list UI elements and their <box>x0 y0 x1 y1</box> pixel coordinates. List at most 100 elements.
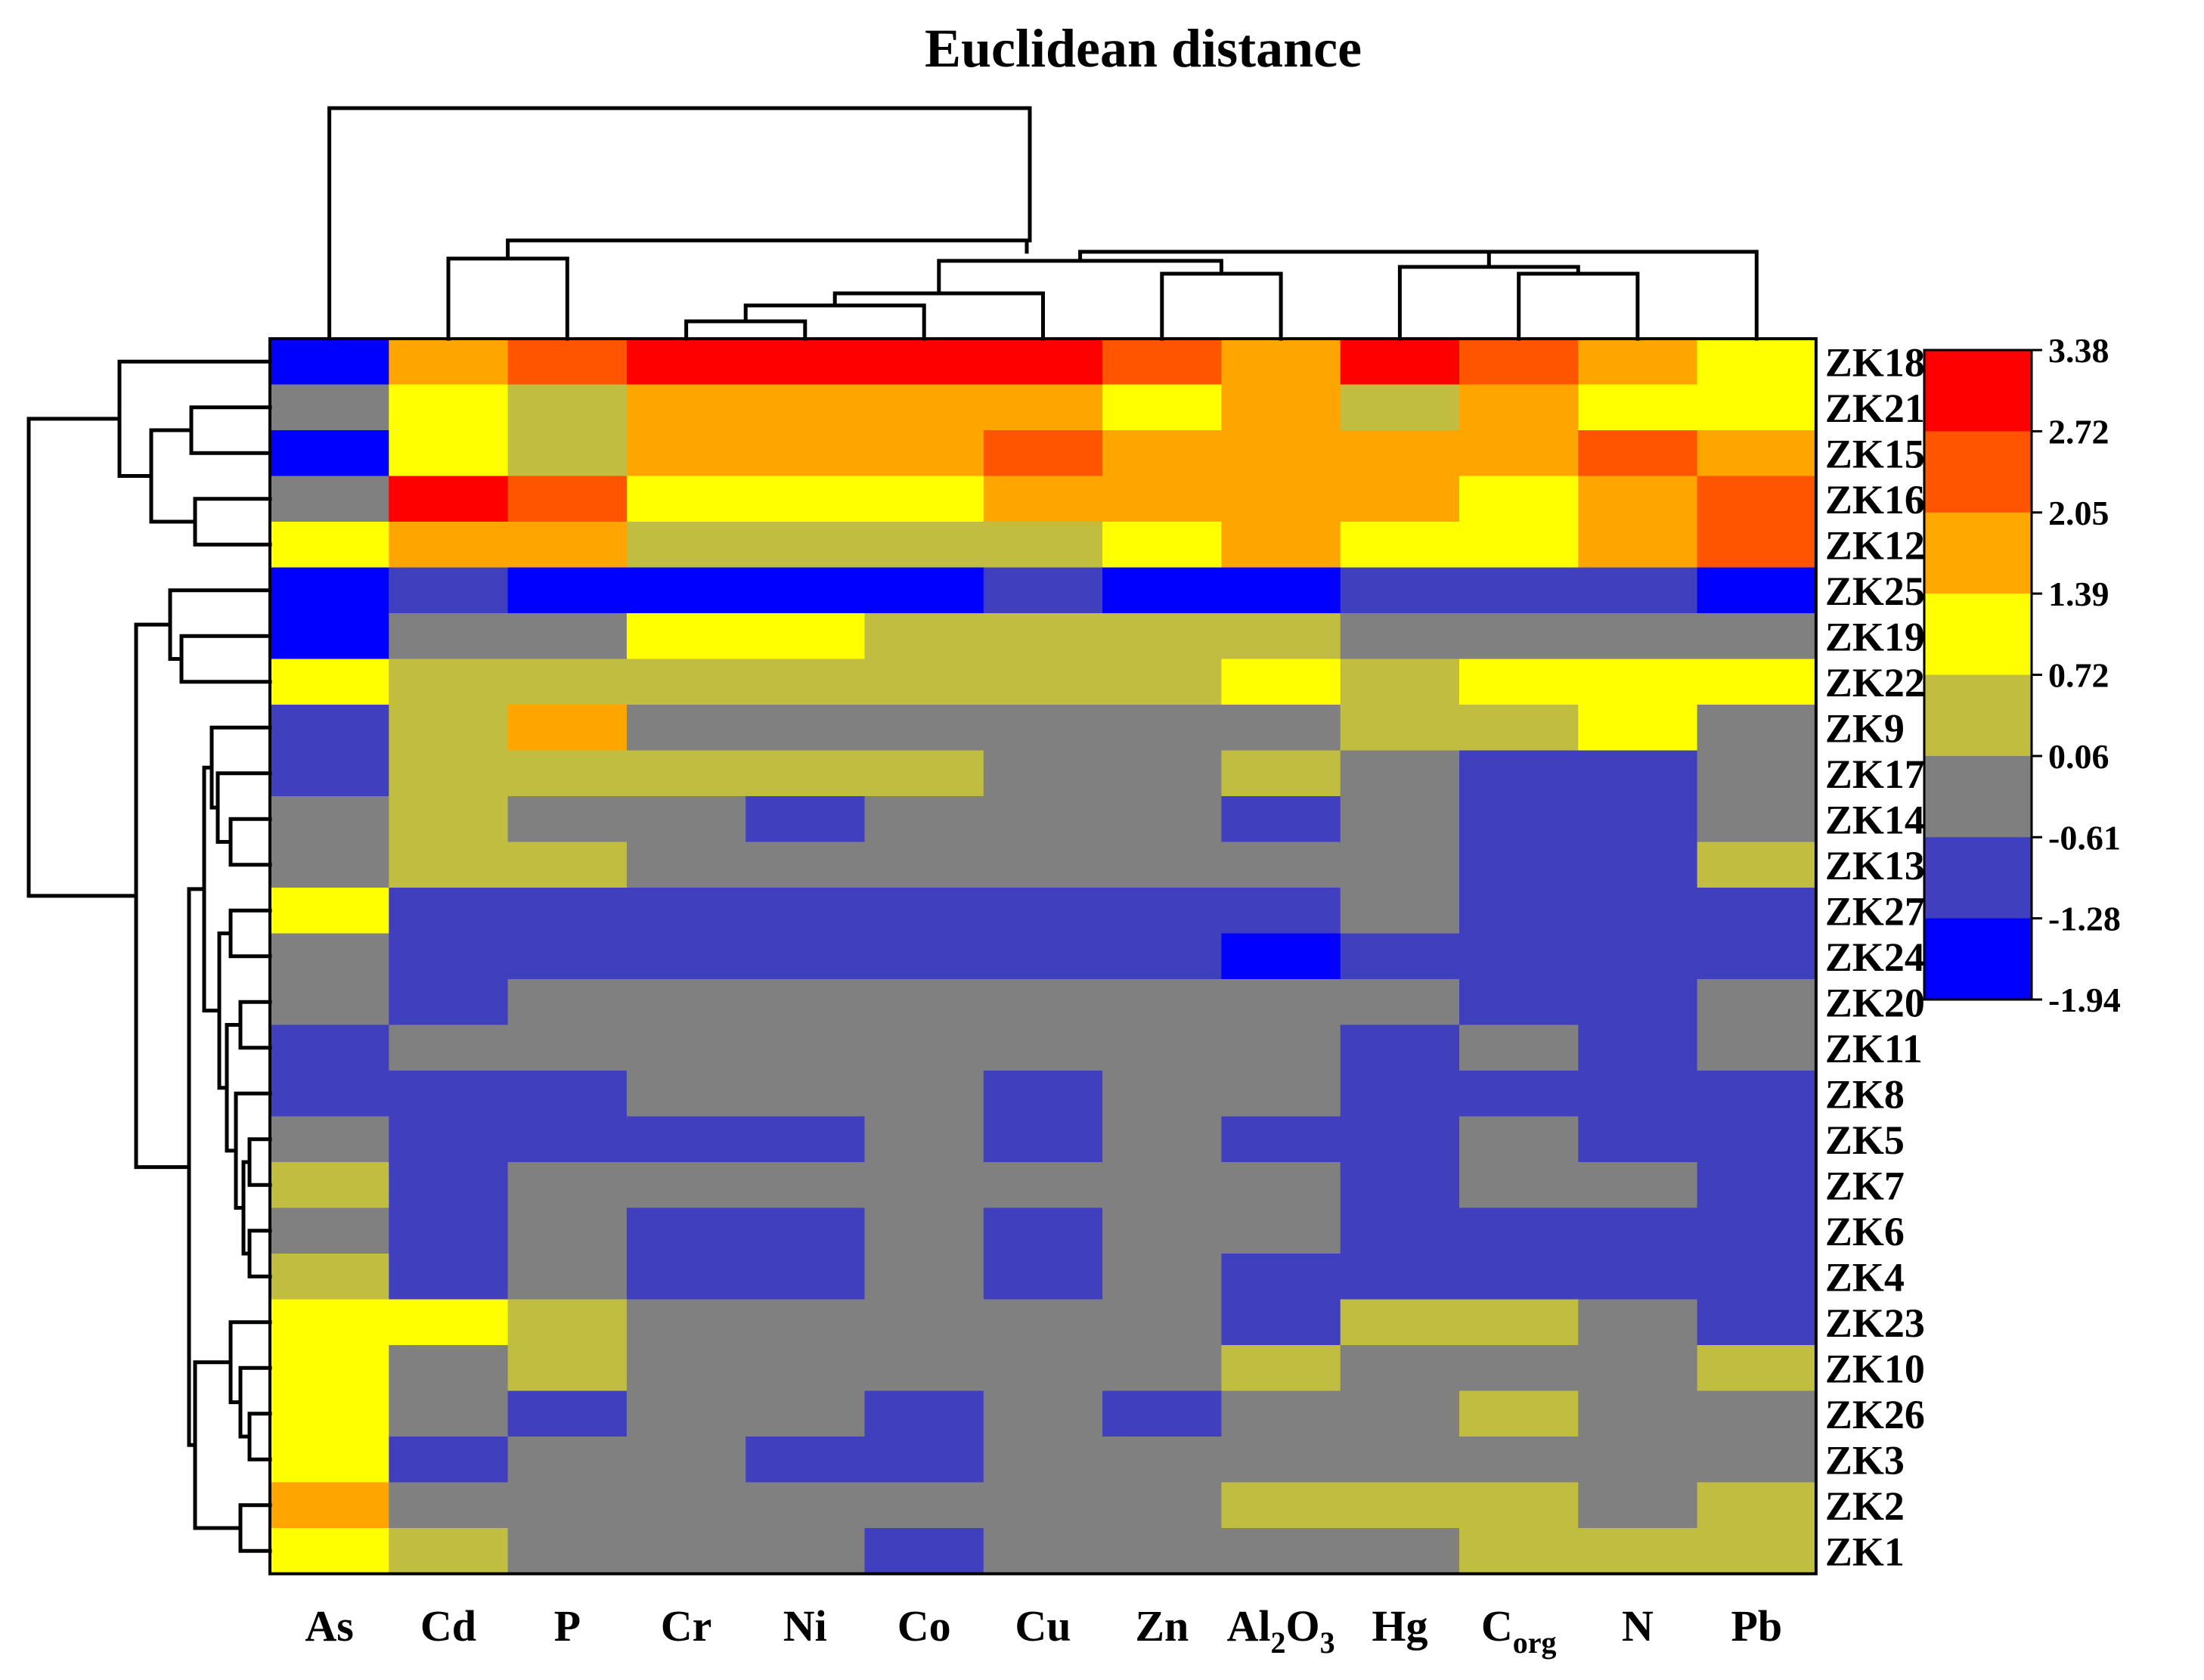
heatmap-cell-ZK10-8 <box>1221 1345 1341 1392</box>
row-label-ZK4: ZK4 <box>1825 1254 1905 1300</box>
heatmap-cell-ZK15-3 <box>626 430 746 477</box>
heatmap-cell-ZK1-6 <box>983 1528 1103 1575</box>
heatmap-cell-ZK25-5 <box>864 567 984 614</box>
heatmap-cell-ZK24-3 <box>626 933 746 980</box>
legend-label-1: 2.72 <box>2048 412 2109 451</box>
legend-label-0: 3.38 <box>2048 331 2109 370</box>
heatmap-cell-ZK6-6 <box>983 1207 1103 1254</box>
row-dendrogram-link-5 <box>168 588 272 661</box>
heatmap-cell-ZK2-1 <box>389 1482 509 1529</box>
heatmap-cell-ZK14-11 <box>1578 796 1698 843</box>
heatmap-cell-ZK17-12 <box>1697 750 1817 797</box>
heatmap-cell-ZK7-10 <box>1459 1162 1579 1209</box>
heatmap-cell-ZK18-7 <box>1102 339 1222 386</box>
row-label-ZK8: ZK8 <box>1825 1071 1905 1117</box>
heatmap-cell-ZK6-2 <box>507 1207 628 1254</box>
column-dendrogram-link-3 <box>1160 271 1283 341</box>
heatmap-cell-ZK3-10 <box>1459 1437 1579 1483</box>
heatmap-cell-ZK12-4 <box>746 522 866 569</box>
heatmap-cell-ZK22-12 <box>1697 659 1817 705</box>
heatmap-cell-ZK14-1 <box>389 796 509 843</box>
heatmap-cell-ZK26-5 <box>864 1390 984 1437</box>
column-dendrogram-link-6 <box>1397 265 1580 341</box>
heatmap-cell-ZK1-9 <box>1340 1528 1460 1575</box>
heatmap-cell-ZK24-1 <box>389 933 509 980</box>
heatmap-cell-ZK27-4 <box>746 888 866 935</box>
heatmap-cell-ZK1-3 <box>626 1528 746 1575</box>
heatmap-cell-ZK27-12 <box>1697 888 1817 935</box>
heatmap-cell-ZK7-5 <box>864 1162 984 1209</box>
heatmap-cell-ZK21-8 <box>1221 384 1341 431</box>
heatmap-cell-ZK2-10 <box>1459 1482 1579 1529</box>
heatmap-cell-ZK14-7 <box>1102 796 1222 843</box>
heatmap-cell-ZK8-6 <box>983 1071 1103 1117</box>
row-dendrogram-link-7 <box>215 771 272 844</box>
heatmap-cell-ZK25-9 <box>1340 567 1460 614</box>
heatmap-cell-ZK22-0 <box>270 659 389 705</box>
heatmap-cell-ZK7-6 <box>983 1162 1103 1209</box>
heatmap-cell-ZK9-4 <box>746 705 866 752</box>
heatmap-cell-ZK22-9 <box>1340 659 1460 705</box>
heatmap-cell-ZK26-1 <box>389 1390 509 1437</box>
color-legend: 3.38 2.72 2.05 1.39 0.72 0.06 -0.61 -1.28 -1.94 <box>1923 331 2121 1019</box>
heatmap-cell-ZK19-9 <box>1340 613 1460 660</box>
heatmap-cell-ZK2-5 <box>864 1482 984 1529</box>
heatmap-cell-ZK1-7 <box>1102 1528 1222 1575</box>
heatmap-cell-ZK8-3 <box>626 1071 746 1117</box>
heatmap-cell-ZK18-9 <box>1340 339 1460 386</box>
heatmap-cell-ZK19-8 <box>1221 613 1341 660</box>
row-dendrogram-link-18 <box>247 1412 272 1461</box>
heatmap-cell-ZK15-11 <box>1578 430 1698 477</box>
heatmap-cell-ZK11-0 <box>270 1024 389 1071</box>
heatmap-cell-ZK5-6 <box>983 1116 1103 1163</box>
row-dendrogram <box>26 359 272 1553</box>
heatmap-cell-ZK16-10 <box>1459 476 1579 522</box>
column-dendrogram-link-8 <box>1078 250 1625 263</box>
heatmap-cell-ZK11-11 <box>1578 1024 1698 1071</box>
heatmap-cell-ZK26-3 <box>626 1390 746 1437</box>
legend-swatch-3 <box>1924 594 2032 675</box>
row-label-ZK23: ZK23 <box>1825 1300 1925 1346</box>
heatmap-cell-ZK23-3 <box>626 1299 746 1346</box>
heatmap-cell-ZK22-11 <box>1578 659 1698 705</box>
legend-label-6: -0.61 <box>2048 818 2121 857</box>
column-label-4: Ni <box>783 1601 827 1651</box>
row-label-ZK9: ZK9 <box>1825 705 1905 751</box>
heatmap-cell-ZK10-6 <box>983 1345 1103 1392</box>
row-label-ZK13: ZK13 <box>1825 843 1925 888</box>
heatmap-cell-ZK12-0 <box>270 522 389 569</box>
heatmap-cell-ZK5-11 <box>1578 1116 1698 1163</box>
heatmap-cell-ZK23-5 <box>864 1299 984 1346</box>
heatmap-cell-ZK16-5 <box>864 476 984 522</box>
heatmap-cell-ZK27-8 <box>1221 888 1341 935</box>
row-label-ZK27: ZK27 <box>1825 888 1925 934</box>
heatmap-cell-ZK9-0 <box>270 705 389 752</box>
column-label-0: As <box>305 1601 353 1651</box>
row-dendrogram-link-1 <box>193 497 272 547</box>
column-label-7: Zn <box>1135 1601 1189 1651</box>
heatmap-cell-ZK27-1 <box>389 888 509 935</box>
heatmap-cell-ZK2-2 <box>507 1482 628 1529</box>
heatmap-cell-ZK24-6 <box>983 933 1103 980</box>
heatmap-cell-ZK11-3 <box>626 1024 746 1071</box>
heatmap-cell-ZK20-12 <box>1697 979 1817 1026</box>
heatmap-cell-ZK15-0 <box>270 430 389 477</box>
heatmap-cell-ZK3-4 <box>746 1437 866 1483</box>
column-dendrogram-link-2 <box>832 291 1045 341</box>
heatmap-cell-ZK9-2 <box>507 705 628 752</box>
heatmap-cell-ZK4-3 <box>626 1254 746 1300</box>
heatmap-cell-ZK19-7 <box>1102 613 1222 660</box>
heatmap-cell-ZK10-4 <box>746 1345 866 1392</box>
heatmap-cell-ZK12-9 <box>1340 522 1460 569</box>
row-dendrogram-link-8 <box>209 725 272 810</box>
heatmap-cell-ZK27-10 <box>1459 888 1579 935</box>
heatmap-cell-ZK3-8 <box>1221 1437 1341 1483</box>
heatmap-cell-ZK8-9 <box>1340 1071 1460 1117</box>
column-labels: As Cd P Cr Ni Co Cu Zn Al2O3 Hg Corg N Pb <box>305 1601 1782 1660</box>
heatmap-cell-ZK5-9 <box>1340 1116 1460 1163</box>
heatmap-cell-ZK25-1 <box>389 567 509 614</box>
heatmap-cell-ZK11-5 <box>864 1024 984 1071</box>
heatmap-cell-ZK1-2 <box>507 1528 628 1575</box>
heatmap-cell-ZK18-2 <box>507 339 628 386</box>
heatmap-cell-ZK20-1 <box>389 979 509 1026</box>
